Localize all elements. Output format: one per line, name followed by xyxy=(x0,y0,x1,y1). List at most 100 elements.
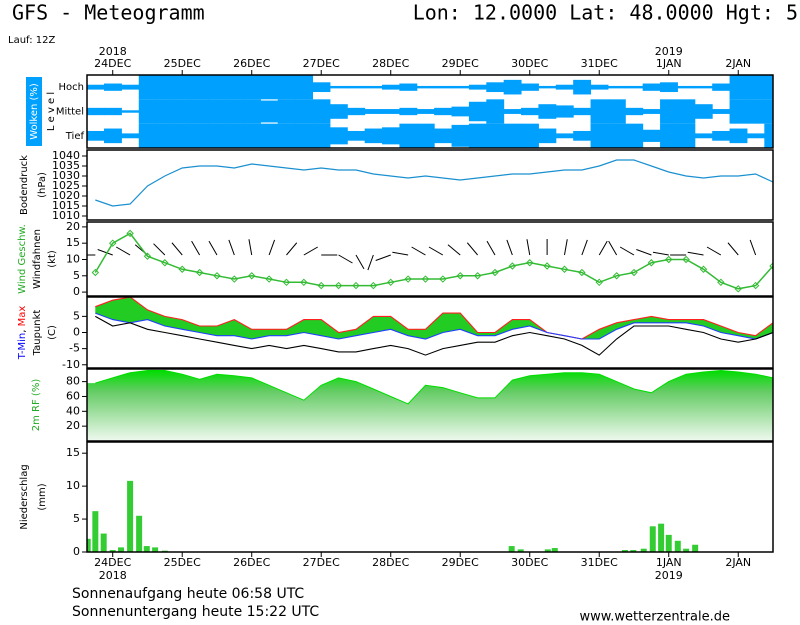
panel-bar xyxy=(87,480,699,552)
wind-barb xyxy=(355,254,365,270)
cloud-cell xyxy=(486,99,505,124)
cloud-cell xyxy=(364,128,383,144)
y-axis-label: L e v e l xyxy=(46,92,57,131)
wind-point xyxy=(369,281,378,290)
x-tick-label-bottom: 2JAN xyxy=(725,556,751,569)
cloud-cell xyxy=(156,123,175,148)
wind-point xyxy=(387,278,395,287)
x-tick-label-bottom: 28DEC xyxy=(372,556,409,569)
precip-bar xyxy=(551,548,558,552)
cloud-cell xyxy=(173,75,192,100)
cloud-cell xyxy=(642,109,661,114)
x-tick-label-top: 26DEC xyxy=(233,57,270,70)
y-axis-label: (hPa) xyxy=(37,172,48,198)
level-label: Tief xyxy=(65,131,85,142)
cloud-cell xyxy=(590,99,609,124)
wind-barb xyxy=(97,249,113,256)
cloud-cell xyxy=(642,129,661,142)
cloud-cell xyxy=(468,84,487,90)
cloud-cell xyxy=(260,123,279,148)
precip-bar xyxy=(508,546,515,552)
cloud-cell xyxy=(156,99,175,124)
wind-point xyxy=(595,278,603,287)
wind-barb xyxy=(191,240,201,256)
cloud-cell xyxy=(590,84,609,90)
cloud-cell xyxy=(225,99,244,124)
sunset: Sonnenuntergang heute 15:22 UTC xyxy=(72,604,319,620)
cloud-cell xyxy=(243,75,261,100)
humidity-line xyxy=(95,369,773,405)
y-tick-label: 1040 xyxy=(52,149,80,162)
wind-point xyxy=(109,239,117,247)
panel-wind xyxy=(87,229,773,293)
panel-clouds xyxy=(87,75,773,148)
wind-point xyxy=(578,268,586,277)
wind-barb xyxy=(652,251,669,256)
wind-barb xyxy=(411,246,426,256)
wind-barb xyxy=(466,242,478,256)
cloud-cell xyxy=(225,75,244,100)
y-tick-label: 20 xyxy=(66,220,80,233)
y-tick-label: 10 xyxy=(66,252,80,265)
cloud-cell xyxy=(87,84,105,90)
precip-bar xyxy=(658,523,665,552)
cloud-cell xyxy=(555,133,574,139)
x-tick-label-top: 1JAN xyxy=(656,57,682,70)
y-tick-label: 0 xyxy=(73,285,80,298)
cloud-cell xyxy=(87,130,105,141)
wind-point xyxy=(526,259,534,267)
cloud-cell xyxy=(104,107,122,116)
wind-barb xyxy=(208,240,218,256)
cloud-cell xyxy=(190,99,209,124)
y-axis-label: 2m RF (%) xyxy=(31,379,42,432)
wind-point xyxy=(300,278,308,287)
precip-bar xyxy=(100,533,107,552)
cloud-cell xyxy=(295,75,314,100)
temperature-line xyxy=(95,315,773,356)
y-axis-label: (kt) xyxy=(47,250,58,268)
wind-point xyxy=(543,262,551,270)
x-tick-label-top: 24DEC xyxy=(94,57,131,70)
cloud-cell xyxy=(521,107,539,116)
y-tick-label: 60 xyxy=(66,389,80,402)
y-axis-label: Wolken (%) xyxy=(29,83,40,140)
y-axis-label: Windfahnen xyxy=(32,229,43,289)
cloud-cell xyxy=(503,109,522,114)
x-tick-label-top: 31DEC xyxy=(581,57,618,70)
wind-barb xyxy=(153,243,166,256)
cloud-cell xyxy=(468,101,487,122)
cloud-cell xyxy=(382,84,400,90)
source: www.wetterzentrale.de xyxy=(580,610,730,625)
year-label-bottom: 2018 xyxy=(99,569,127,582)
wind-barb xyxy=(115,246,131,256)
precip-bar xyxy=(683,548,690,552)
cloud-cell xyxy=(486,82,505,93)
x-tick-label-bottom: 26DEC xyxy=(233,556,270,569)
y-tick-label: 5 xyxy=(73,309,80,322)
wind-barb xyxy=(286,242,298,256)
cloud-cell xyxy=(451,106,470,117)
y-tick-label: -10 xyxy=(62,358,80,371)
precip-bar xyxy=(692,544,699,552)
cloud-cell xyxy=(746,75,765,100)
cloud-cell xyxy=(590,123,609,148)
cloud-cell xyxy=(295,99,314,124)
wind-barb xyxy=(608,240,618,256)
location: Lon: 12.0000 Lat: 48.0000 Hgt: 5 xyxy=(413,1,798,25)
x-tick-label-top: 28DEC xyxy=(372,57,409,70)
cloud-cell xyxy=(434,128,453,144)
wind-point xyxy=(630,268,638,277)
cloud-cell xyxy=(312,82,331,93)
wind-point xyxy=(213,272,221,280)
cloud-cell xyxy=(121,133,140,139)
wind-point xyxy=(751,281,760,290)
wind-barb xyxy=(563,239,568,256)
wind-barb xyxy=(248,239,253,256)
wind-point xyxy=(178,265,186,273)
cloud-cell xyxy=(538,128,557,144)
cloud-cell xyxy=(156,75,175,100)
y-axis-label: Taupunkt xyxy=(32,310,43,357)
y-axis-label-part: Max xyxy=(17,306,28,327)
sunrise: Sonnenaufgang heute 06:58 UTC xyxy=(72,586,304,602)
wind-point xyxy=(717,278,725,287)
